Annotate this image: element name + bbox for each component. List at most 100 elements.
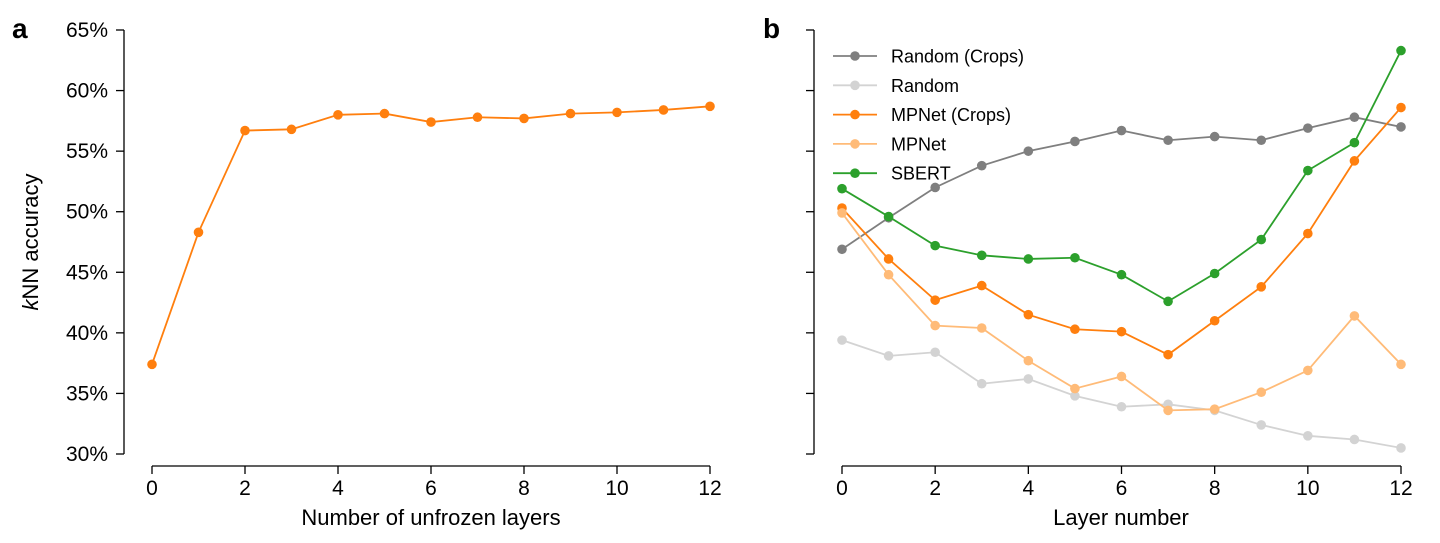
panel-a-y-tick-label: 50% [66,201,108,224]
panel-b-line-random [841,339,1402,449]
panel-b-point-random-crops [1349,112,1360,123]
legend-item: SBERT [833,164,951,184]
panel-a-series-series-0 [147,101,715,370]
panel-a-point-series-0 [240,125,250,136]
legend-label: Random [891,76,959,96]
panel-b-point-random [1349,434,1360,445]
panel-a-y-axis-title: kNN accuracy [18,174,43,311]
panel-a-y-tick-label: 40% [66,322,108,345]
panel-b-point-sbert [1256,234,1267,245]
legend-item: MPNet (Crops) [833,105,1011,125]
panel-b-point-mpnet [1209,404,1220,414]
panel-b-point-random [1070,391,1080,401]
panel-b-point-random [1256,420,1267,430]
panel-b-point-mpnet [837,208,847,218]
panel-b-point-random-crops [930,182,940,193]
panel-b-point-random-crops [976,160,987,171]
panel-a-x-tick-label: 10 [605,477,628,500]
panel-b-point-mpnet-crops [1396,102,1406,113]
panel-b-point-mpnet [1116,371,1127,382]
panel-b-point-mpnet-crops [1023,309,1034,320]
panel-b-series-mpnet [837,208,1406,416]
panel-a-series [147,101,715,370]
panel-b: b Layer number 0 2 4 6 8 10 12 Random (Crops)R… [763,13,1413,530]
panel-b-point-mpnet-crops [976,280,987,291]
panel-b-point-sbert [1349,137,1360,148]
panel-b-point-mpnet [1023,355,1034,366]
panel-a-x-ticks: 0 2 4 6 8 10 12 [146,466,722,500]
panel-b-series-random [837,335,1406,453]
legend-item: Random (Crops) [833,47,1024,67]
panel-b-point-mpnet [1303,365,1313,376]
panel-a-y-ticks: 30% 35% 40% 45% 50% 55% 60% 65% [66,19,124,466]
panel-b-point-sbert [1163,296,1173,307]
panel-b-point-random-crops [1116,125,1127,136]
panel-b-point-random-crops [1303,123,1313,133]
panel-a-x-axis-title: Number of unfrozen layers [301,505,560,530]
legend-swatch-marker [850,139,860,149]
panel-b-point-mpnet-crops [1163,349,1173,360]
panel-b-point-random-crops [1209,131,1220,142]
panel-a-point-series-0 [472,112,483,123]
panel-b-point-sbert [976,250,987,261]
panel-a-y-tick-label: 60% [66,80,108,103]
legend-label: MPNet (Crops) [891,105,1011,125]
panel-a-point-series-0 [193,227,204,238]
panel-a-point-series-0 [147,359,157,370]
panel-b-point-mpnet [1070,383,1080,394]
panel-b-point-random [1116,401,1127,412]
legend-item: Random [833,76,959,96]
panel-b-point-random [1303,431,1313,441]
panel-b-point-mpnet [1349,311,1360,321]
panel-a: a kNN accuracy Number of unfrozen layers… [12,13,722,530]
panel-a-point-series-0 [658,105,669,115]
panel-a-point-series-0 [286,124,297,135]
panel-b-point-mpnet-crops [1349,156,1360,166]
panel-a-y-tick-label: 35% [66,382,108,405]
panel-b-point-sbert [1023,254,1034,264]
panel-a-y-tick-label: 30% [66,443,108,466]
panel-b-point-mpnet-crops [930,295,940,305]
panel-b-point-mpnet-crops [1303,228,1313,239]
legend-swatch-marker [850,80,860,91]
panel-b-point-random-crops [1070,136,1080,147]
legend-swatch-marker [850,51,860,61]
panel-a-x-tick-label: 2 [239,477,251,500]
panel-b-legend: Random (Crops) Random MPNet (Crops) MPNet SB… [833,47,1024,184]
panel-a-y-tick-label: 45% [66,261,108,284]
panel-b-point-sbert [1303,165,1313,176]
panel-b-point-sbert [837,183,847,194]
panel-b-y-ticks [806,29,814,455]
panel-b-point-sbert [883,211,894,222]
panel-a-line-series-0 [151,105,711,365]
panel-a-point-series-0 [705,101,715,112]
legend-swatch-marker [850,168,860,178]
panel-b-point-mpnet-crops [883,254,894,264]
panel-a-point-series-0 [612,107,622,118]
panel-b-point-random [837,335,847,345]
panel-b-point-mpnet-crops [1256,282,1267,292]
legend-label: MPNet [891,134,946,154]
panel-b-series-mpnet-crops [837,102,1406,360]
panel-b-x-tick-label: 6 [1116,477,1128,500]
panel-b-x-tick-label: 12 [1389,477,1412,500]
panel-a-y-tick-label: 55% [66,140,108,163]
panel-b-point-mpnet [883,269,894,280]
panel-b-point-mpnet [1163,405,1173,416]
panel-b-point-mpnet [1256,387,1267,398]
legend-item: MPNet [833,134,946,154]
panel-b-point-sbert [1396,45,1406,56]
panel-b-point-random-crops [1256,135,1267,146]
panel-a-x-tick-label: 0 [146,477,158,500]
panel-b-series [837,45,1406,453]
panel-a-y-tick-label: 65% [66,19,108,42]
panel-b-series-sbert [837,45,1406,307]
panel-a-point-series-0 [565,108,576,119]
legend-swatch-marker [850,109,860,120]
panel-b-point-sbert [1116,269,1127,280]
panel-b-x-tick-label: 8 [1209,477,1221,500]
panel-a-point-series-0 [426,117,436,127]
panel-b-point-random [1023,374,1034,384]
panel-b-point-mpnet [1396,359,1406,370]
panel-b-letter: b [763,13,780,44]
